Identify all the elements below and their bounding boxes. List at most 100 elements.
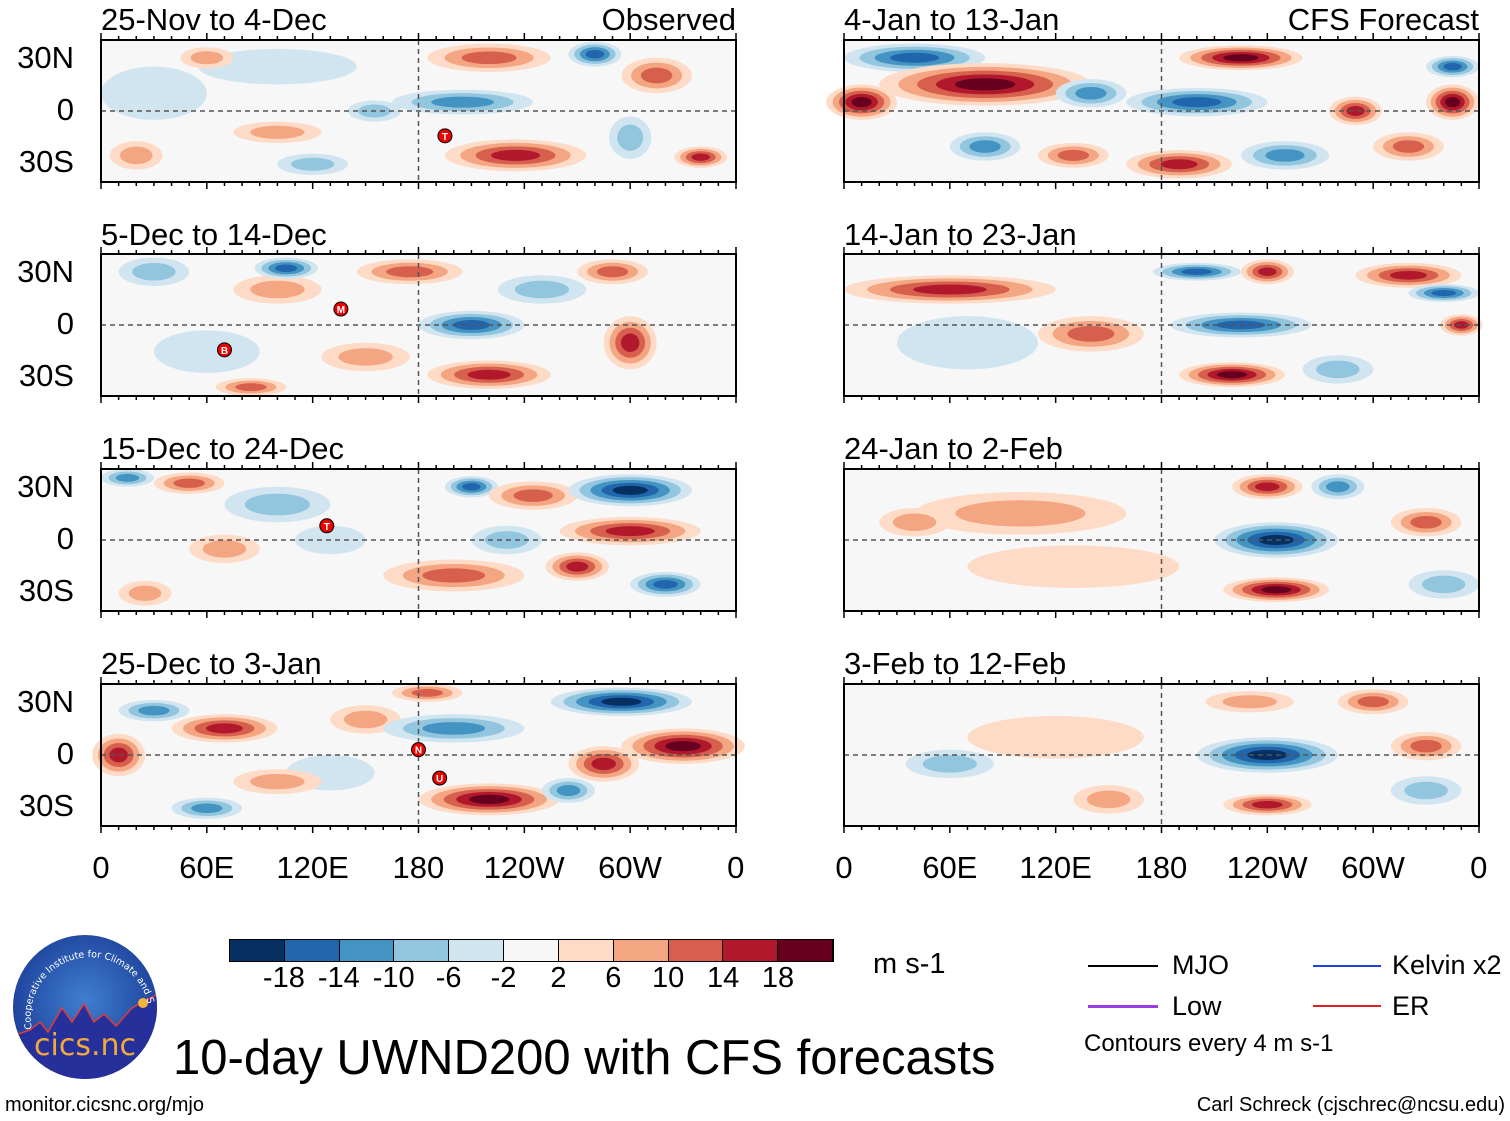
lon-tick-label: 0 <box>1470 850 1488 885</box>
lat-label: 30S <box>18 573 74 608</box>
colorbar-tick-label: 18 <box>761 962 795 994</box>
contour-note: Contours every 4 m s-1 <box>1084 1030 1334 1057</box>
lon-tick-label: 120W <box>483 850 565 885</box>
anomaly-contour <box>1316 360 1360 379</box>
anomaly-contour <box>585 49 605 59</box>
anomaly-contour <box>1453 321 1469 329</box>
anomaly-contour <box>338 348 393 366</box>
tropical-cyclone-icon <box>432 770 448 786</box>
legend-line-mjo <box>1088 965 1158 967</box>
colorbar-units: m s-1 <box>873 948 946 980</box>
lon-tick-label: 120E <box>276 850 349 885</box>
lon-tick-label: 120W <box>1226 850 1308 885</box>
storm-letter: B <box>221 346 228 357</box>
tropical-cyclone-icon <box>216 342 232 358</box>
colorbar-swatch <box>558 940 614 961</box>
panel-title-4: 25-Dec to 3-Jan <box>101 646 322 681</box>
lon-tick-label: 180 <box>1135 850 1188 885</box>
anomaly-contour <box>250 280 305 299</box>
anomaly-contour <box>1160 159 1198 170</box>
source-url[interactable]: monitor.cicsnc.org/mjo <box>5 1094 204 1116</box>
author-credit: Carl Schreck (cjschrec@ncsu.edu) <box>1196 1094 1505 1116</box>
legend-label-er: ER <box>1392 991 1430 1021</box>
anomaly-contour <box>206 723 243 734</box>
anomaly-contour <box>665 741 701 752</box>
anomaly-contour <box>1172 97 1222 108</box>
panel-title-3: 15-Dec to 24-Dec <box>101 431 344 466</box>
anomaly-contour <box>967 715 1144 759</box>
anomaly-contour <box>343 710 388 729</box>
anomaly-contour <box>275 264 298 272</box>
anomaly-contour <box>890 52 940 63</box>
lat-label: 30N <box>17 40 74 75</box>
anomaly-contour <box>290 157 335 171</box>
anomaly-contour <box>1222 695 1277 709</box>
anomaly-contour <box>955 500 1086 527</box>
anomaly-contour <box>132 263 176 281</box>
anomaly-contour <box>1390 270 1427 280</box>
storm-letter: T <box>442 132 448 143</box>
observed-label: Observed <box>601 2 736 37</box>
lon-tick-label: 120E <box>1019 850 1092 885</box>
anomaly-contour <box>1443 62 1462 71</box>
legend: MJO Kelvin x2 Low ER Contours every 4 m … <box>1084 948 1508 1068</box>
anomaly-contour <box>1075 86 1107 100</box>
anomaly-contour <box>1431 289 1456 297</box>
lat-label: 30N <box>17 684 74 719</box>
anomaly-contour <box>967 545 1180 588</box>
anomaly-contour <box>892 513 937 531</box>
anomaly-contour <box>591 757 616 771</box>
lon-tick-label: 0 <box>835 850 853 885</box>
anomaly-contour <box>1258 267 1277 277</box>
legend-line-kelvin <box>1313 965 1381 967</box>
map-panel-forecast-4 <box>843 677 1480 833</box>
lon-tick-label: 60W <box>598 850 662 885</box>
lat-label: 30N <box>17 254 74 289</box>
colorbar-tick-label: -10 <box>372 962 415 994</box>
map-panel-forecast-3 <box>843 462 1480 618</box>
anomaly-contour <box>250 773 305 790</box>
anomaly-contour <box>1067 325 1115 342</box>
colorbar-swatch <box>778 940 833 961</box>
anomaly-contour <box>1261 586 1292 594</box>
anomaly-contour <box>115 473 140 482</box>
lat-label: 0 <box>56 521 74 556</box>
colorbar-swatch <box>668 940 724 961</box>
tropical-cyclone-icon <box>437 128 453 144</box>
colorbar-tick-label: -14 <box>317 962 360 994</box>
anomaly-contour <box>461 51 517 65</box>
anomaly-contour <box>605 526 655 537</box>
colorbar-swatch <box>284 940 340 961</box>
legend-line-low <box>1088 1005 1158 1008</box>
map-panel-observed-1: T <box>100 33 737 189</box>
anomaly-contour <box>1392 140 1425 153</box>
anomaly-contour <box>653 580 678 589</box>
storm-letter: N <box>415 746 422 757</box>
lon-tick-label: 60E <box>179 850 235 885</box>
anomaly-contour <box>1404 781 1448 800</box>
legend-label-mjo: MJO <box>1172 950 1229 980</box>
anomaly-contour <box>422 568 486 583</box>
lat-label: 30S <box>18 144 74 179</box>
anomaly-contour <box>556 784 581 797</box>
tropical-cyclone-icon <box>319 518 335 534</box>
anomaly-contour <box>202 540 247 558</box>
anomaly-contour <box>1265 149 1305 162</box>
map-panel-forecast-2 <box>843 247 1483 403</box>
colorbar-tick-label: 6 <box>605 962 622 994</box>
colorbar-swatch <box>449 940 505 961</box>
colorbar-tick-label: -18 <box>262 962 305 994</box>
anomaly-contour <box>1422 575 1466 594</box>
anomaly-contour <box>1346 106 1365 116</box>
map-panel-observed-4: NU <box>92 677 745 833</box>
colorbar-tick-label: 2 <box>550 962 567 994</box>
anomaly-contour <box>235 383 267 392</box>
anomaly-contour <box>1086 790 1131 809</box>
anomaly-contour <box>1255 482 1280 492</box>
anomaly-contour <box>596 266 629 278</box>
panel-title-7: 24-Jan to 2-Feb <box>844 431 1063 466</box>
colorbar-swatch <box>230 940 285 961</box>
anomaly-contour <box>913 284 987 295</box>
anomaly-contour <box>691 153 710 161</box>
lon-tick-label: 180 <box>392 850 445 885</box>
